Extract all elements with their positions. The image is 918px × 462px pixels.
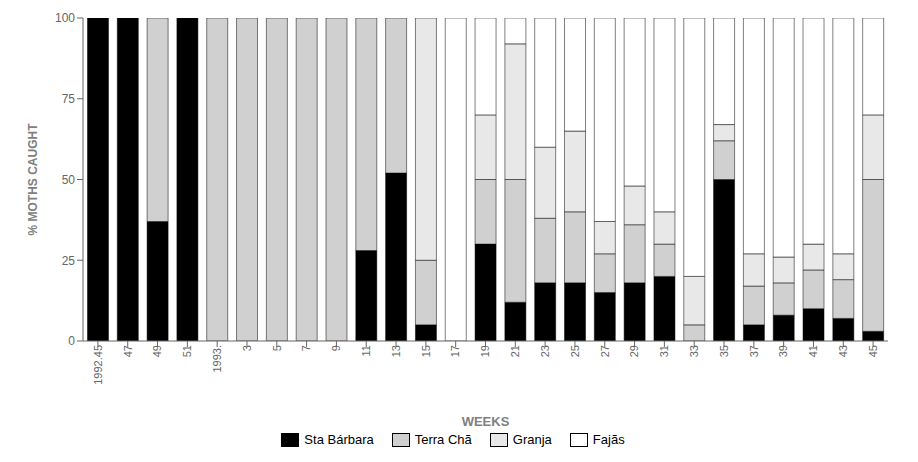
svg-text:5: 5 bbox=[271, 345, 283, 351]
svg-text:43: 43 bbox=[837, 345, 849, 357]
svg-text:49: 49 bbox=[151, 345, 163, 357]
svg-text:50: 50 bbox=[62, 173, 76, 187]
html-text:Terra Chã: Terra Chã bbox=[414, 432, 472, 447]
svg-text:31: 31 bbox=[658, 345, 670, 357]
svg-text:15: 15 bbox=[420, 345, 432, 357]
svg-text:35: 35 bbox=[718, 345, 730, 357]
svg-text:51: 51 bbox=[181, 345, 193, 357]
svg-text:27: 27 bbox=[599, 345, 611, 357]
svg-text:25: 25 bbox=[569, 345, 581, 357]
svg-text:11: 11 bbox=[360, 345, 372, 356]
html-text:Fajãs: Fajãs bbox=[592, 432, 625, 447]
svg-text:7: 7 bbox=[300, 345, 312, 351]
svg-text:45: 45 bbox=[867, 345, 879, 357]
svg-text:13: 13 bbox=[390, 345, 402, 357]
svg-text:41: 41 bbox=[807, 345, 819, 357]
svg-text:WEEKS: WEEKS bbox=[462, 414, 510, 429]
svg-text:17: 17 bbox=[449, 345, 461, 357]
svg-text:25: 25 bbox=[62, 254, 76, 268]
html-text:Granja: Granja bbox=[512, 432, 552, 447]
svg-text:39: 39 bbox=[777, 345, 789, 357]
html-text:Sta Bárbara: Sta Bárbara bbox=[304, 432, 374, 447]
svg-text:1992.45: 1992.45 bbox=[92, 345, 104, 385]
svg-text:33: 33 bbox=[688, 345, 700, 357]
svg-text:23: 23 bbox=[539, 345, 551, 357]
svg-text:21: 21 bbox=[509, 345, 521, 357]
svg-text:9: 9 bbox=[330, 345, 342, 351]
svg-text:% MOTHS CAUGHT: % MOTHS CAUGHT bbox=[26, 123, 40, 236]
svg-text:37: 37 bbox=[748, 345, 760, 357]
svg-text:29: 29 bbox=[628, 345, 640, 357]
svg-text:1993.: 1993. bbox=[211, 345, 223, 373]
svg-text:100: 100 bbox=[55, 11, 75, 25]
svg-text:47: 47 bbox=[122, 345, 134, 357]
svg-text:19: 19 bbox=[479, 345, 491, 357]
svg-text:75: 75 bbox=[62, 92, 76, 106]
svg-text:0: 0 bbox=[68, 334, 75, 348]
svg-text:3: 3 bbox=[241, 345, 253, 351]
